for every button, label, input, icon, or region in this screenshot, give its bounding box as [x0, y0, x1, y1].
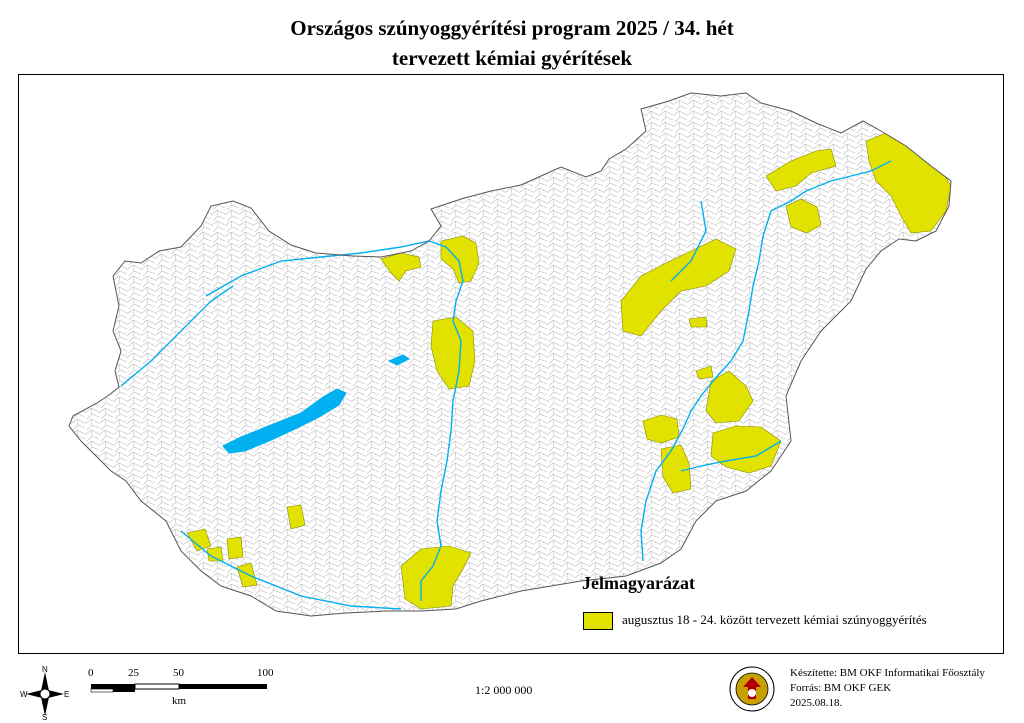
map-title-line2: tervezett kémiai gyérítések [391, 46, 633, 70]
scale-ratio: 1:2 000 000 [475, 683, 533, 697]
legend-heading: Jelmagyarázat [582, 573, 695, 593]
hungary-map [68, 92, 952, 617]
scale-bar: km [90, 683, 267, 707]
treated-area-csongrad [660, 444, 692, 494]
credits-block: Készítette: BM OKF Informatikai Főosztál… [790, 666, 985, 711]
compass-w: W [20, 690, 28, 699]
legend-item-label: augusztus 18 - 24. között tervezett kémi… [622, 612, 927, 627]
treated-area-baranya-mid [226, 536, 244, 560]
river-raba [120, 285, 234, 387]
map-frame [18, 74, 1004, 654]
treated-area-tokaj [765, 148, 837, 192]
credits-made-by: Készítette: BM OKF Informatikai Főosztál… [790, 667, 985, 679]
scale-unit: km [172, 695, 187, 707]
treated-area-egri [688, 316, 708, 328]
compass-e: E [64, 690, 69, 699]
treated-area-tiszafured [695, 365, 714, 380]
hungary-border [68, 92, 952, 617]
map-title-line1: Országos szúnyoggyérítési program 2025 /… [290, 16, 734, 40]
lake-velencei [387, 354, 410, 366]
river-danube [205, 240, 464, 601]
treated-area-borsod [620, 238, 737, 337]
credits-date: 2025.08.18. [790, 697, 843, 709]
scale-tick-100: 100 [257, 667, 274, 679]
scale-tick-0: 0 [88, 667, 94, 679]
compass-n: N [42, 665, 48, 674]
treated-area-pecs [286, 504, 306, 530]
scale-tick-25: 25 [128, 667, 139, 679]
treated-area-hortobagy [705, 370, 754, 424]
scale-tick-50: 50 [173, 667, 184, 679]
treated-area-dunakanyar [440, 235, 480, 284]
river-drava [180, 530, 402, 610]
treated-area-mohacs [400, 545, 472, 610]
river-sajo [670, 200, 707, 282]
treated-area-nyiregyhaza [785, 198, 822, 234]
compass-s: S [42, 713, 47, 720]
treated-area-drava [206, 546, 224, 562]
lake-balaton [222, 388, 347, 454]
treated-area-szigetkoz [380, 252, 422, 282]
river-tisza [640, 160, 892, 562]
disaster-management-logo-icon [729, 666, 775, 712]
hungary-country-fill [69, 93, 951, 616]
treated-area-budapest-south [430, 316, 476, 390]
north-arrow-icon: N S W E [20, 665, 69, 720]
credits-source: Forrás: BM OKF GEK [790, 682, 892, 694]
treated-area-sellye [236, 562, 258, 588]
legend-swatch [583, 612, 613, 630]
river-koros [680, 440, 782, 472]
treated-area-szolnok [642, 414, 680, 444]
treated-area-baranya-west [186, 528, 212, 552]
